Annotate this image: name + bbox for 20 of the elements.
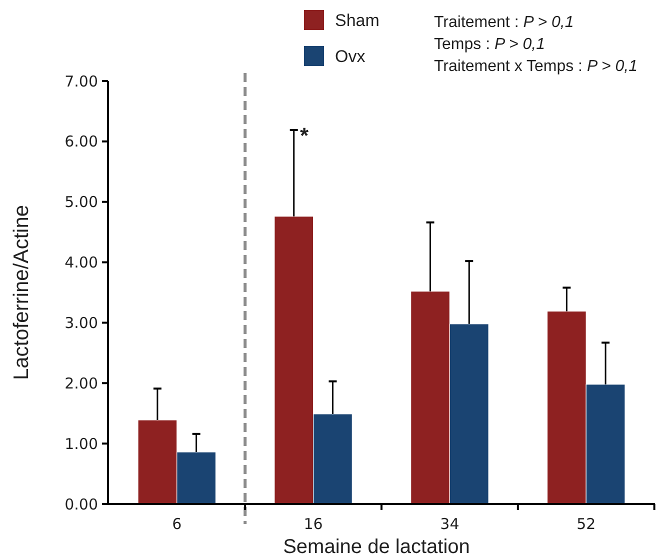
y-tick-label: 2.00 (64, 374, 98, 392)
y-tick-label: 0.00 (64, 495, 98, 514)
x-tick-label: 52 (576, 515, 596, 533)
y-axis-title: Lactoferrine/Actine (10, 204, 33, 380)
y-tick-label: 7.00 (64, 72, 98, 90)
x-tick-label: 6 (172, 515, 182, 533)
y-tick-label: 5.00 (64, 193, 98, 212)
x-tick-label: 16 (304, 515, 323, 533)
y-tick-label: 4.00 (64, 254, 98, 272)
text: Traitement : P > 0,1 (434, 14, 574, 31)
y-tick-label: 3.00 (64, 314, 98, 332)
y-tick-label: 6.00 (64, 132, 98, 151)
x-axis-title: Semaine de lactation (283, 536, 470, 556)
annotation: * (300, 123, 309, 148)
text: Temps : P > 0,1 (434, 36, 546, 53)
legend-label: Ovx (335, 47, 366, 66)
text: Traitement x Temps : P > 0,1 (434, 58, 638, 75)
x-tick-label: 34 (440, 515, 460, 533)
y-tick-label: 1.00 (64, 434, 98, 453)
legend-label: Sham (335, 11, 380, 30)
